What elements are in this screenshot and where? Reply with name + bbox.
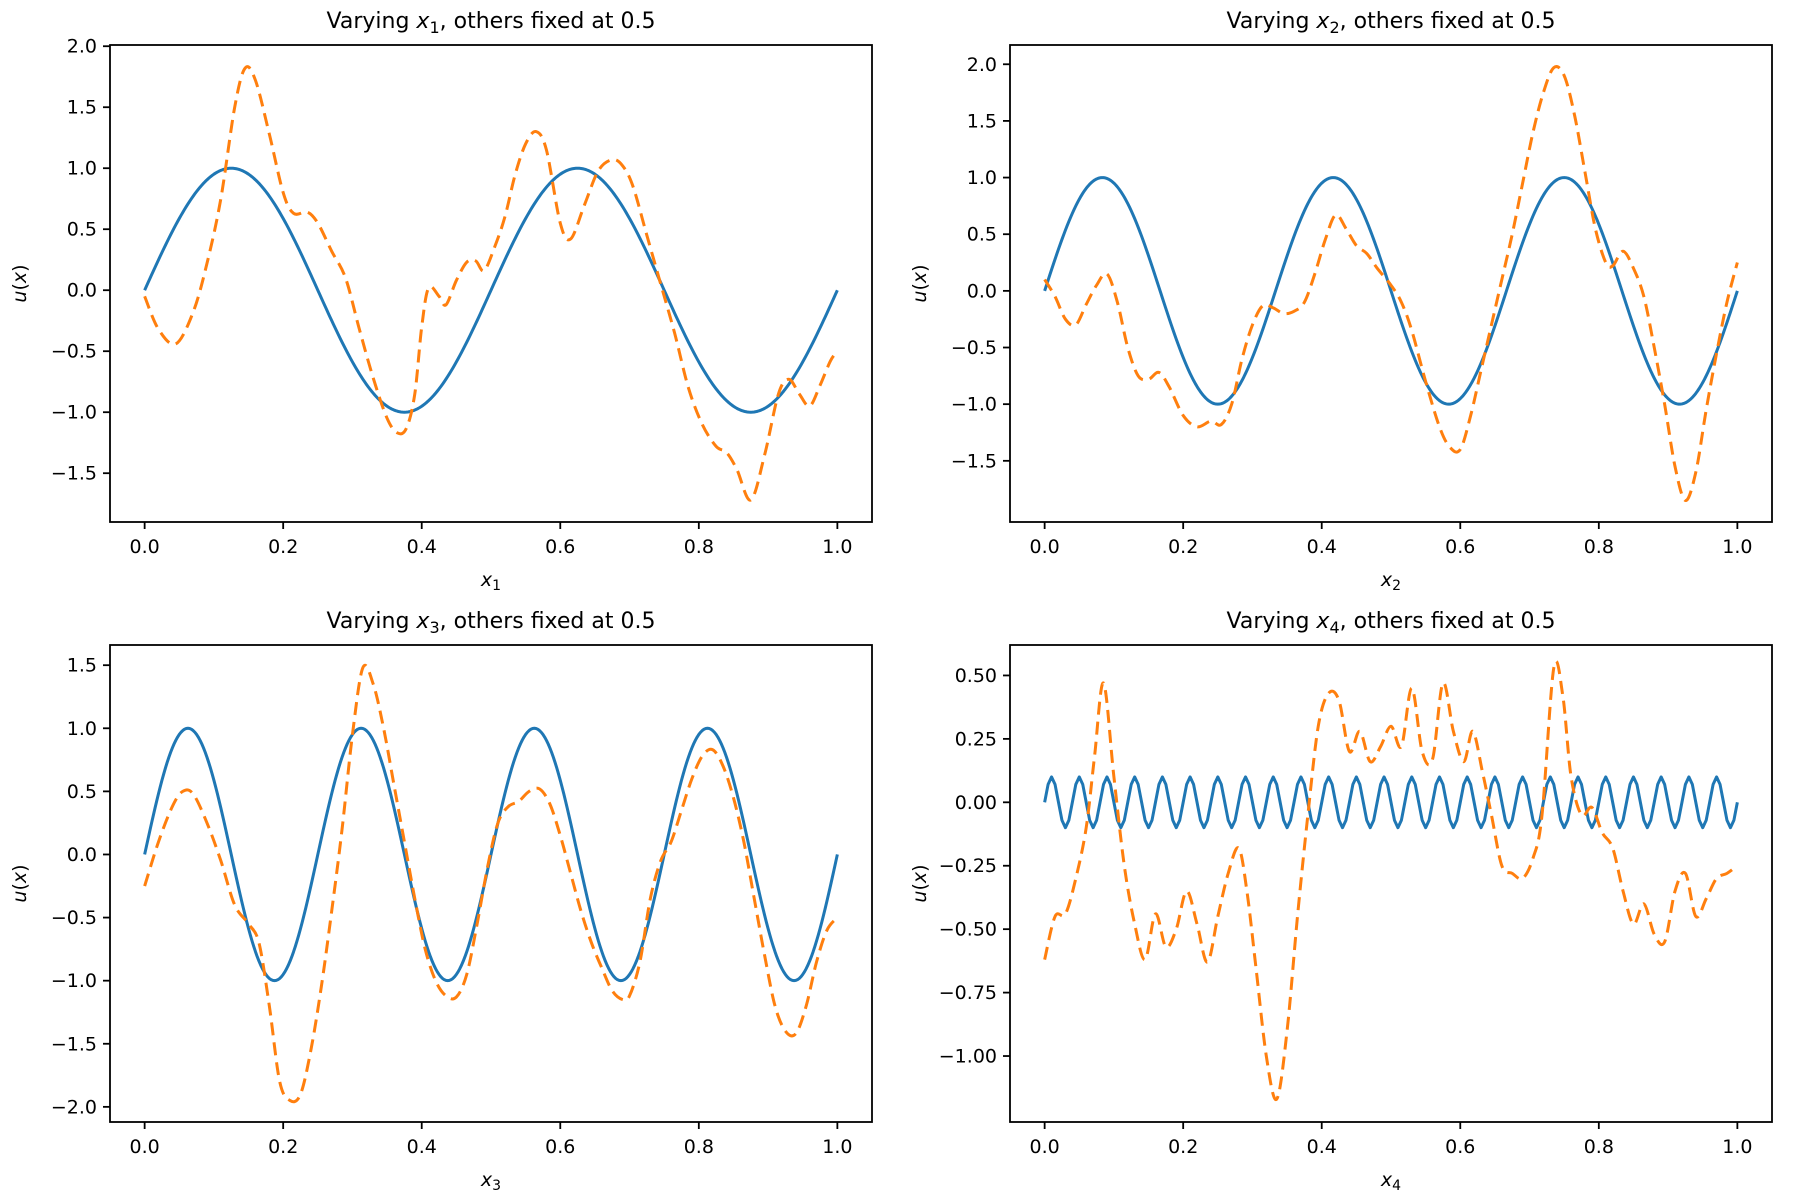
y-tick-label: −0.5 (51, 907, 97, 929)
chart-x3: 0.0 0.2 0.4 0.6 0.8 1.0 −2.0 −1.5 −1.0 −0.5 0.0 0.5… (0, 600, 900, 1200)
series-group (1043, 65, 1739, 502)
y-tick-label: −0.5 (951, 337, 997, 359)
y-tick-label: 0.0 (67, 280, 97, 302)
dashed-orange-line (1043, 65, 1739, 502)
x-tick-label: 0.8 (1584, 536, 1614, 558)
x-tick-label: 0.2 (268, 536, 298, 558)
axes-frame (1009, 44, 1773, 523)
plot-title: Varying x1, others fixed at 0.5 (327, 9, 656, 37)
plot-title: Varying x3, others fixed at 0.5 (327, 609, 656, 637)
x-tick-label: 0.6 (1445, 536, 1475, 558)
solid-blue-line (1043, 176, 1739, 406)
x-tick-label: 0.6 (545, 536, 575, 558)
y-tick-label: 0.5 (67, 219, 97, 241)
y-axis-label: u(x) (909, 864, 931, 902)
x-tick-label: 0.4 (1307, 1136, 1337, 1158)
y-tick-label: −0.25 (939, 855, 997, 877)
y-tick-label: −0.75 (939, 982, 997, 1004)
y-tick-label: −1.5 (51, 463, 97, 485)
y-tick-label: 0.00 (955, 792, 997, 814)
plot-title: Varying x2, others fixed at 0.5 (1227, 9, 1556, 37)
x-tick-label: 0.8 (1584, 1136, 1614, 1158)
dashed-orange-line (143, 65, 839, 502)
y-tick-label: 0.25 (955, 728, 997, 750)
y-tick-label: 0.5 (967, 224, 997, 246)
y-tick-label: −1.0 (51, 970, 97, 992)
tick-group: 0.0 0.2 0.4 0.6 0.8 1.0 −1.5 −1.0 −0.5 0.0 0.5 1.0 1… (51, 36, 853, 558)
y-tick-label: 0.0 (67, 844, 97, 866)
x-axis-label: x3 (480, 1169, 501, 1194)
y-tick-label: 0.50 (955, 665, 997, 687)
x-tick-label: 0.0 (1030, 1136, 1060, 1158)
subplot-x1: 0.0 0.2 0.4 0.6 0.8 1.0 −1.5 −1.0 −0.5 0.0 0.5 1.0 1… (0, 0, 900, 600)
y-tick-label: −1.0 (51, 402, 97, 424)
axes-frame (109, 644, 873, 1123)
subplot-x3: 0.0 0.2 0.4 0.6 0.8 1.0 −2.0 −1.5 −1.0 −0.5 0.0 0.5… (0, 600, 900, 1200)
y-tick-label: 2.0 (67, 36, 97, 58)
y-tick-label: 1.0 (67, 718, 97, 740)
x-axis-label: x2 (1380, 569, 1401, 594)
x-tick-label: 0.2 (1168, 1136, 1198, 1158)
y-tick-label: 0.5 (67, 781, 97, 803)
chart-x4: 0.0 0.2 0.4 0.6 0.8 1.0 −1.00 −0.75 −0.50 −0.25 0.… (900, 600, 1800, 1200)
chart-x1: 0.0 0.2 0.4 0.6 0.8 1.0 −1.5 −1.0 −0.5 0.0 0.5 1.0 1… (0, 0, 900, 600)
y-tick-label: −1.00 (939, 1046, 997, 1068)
x-tick-label: 0.6 (1445, 1136, 1475, 1158)
x-tick-label: 1.0 (822, 536, 852, 558)
y-axis-label: u(x) (9, 264, 31, 302)
x-tick-label: 0.2 (268, 1136, 298, 1158)
y-tick-label: 1.5 (67, 655, 97, 677)
y-tick-label: −0.50 (939, 919, 997, 941)
x-tick-label: 0.4 (407, 1136, 437, 1158)
dashed-orange-line (1043, 659, 1739, 1101)
x-tick-label: 0.4 (407, 536, 437, 558)
tick-group: 0.0 0.2 0.4 0.6 0.8 1.0 −1.5 −1.0 −0.5 0.0 0.5 1.0 1… (951, 54, 1753, 558)
plot-background (900, 0, 1800, 600)
y-tick-label: 1.5 (967, 110, 997, 132)
y-axis-label: u(x) (909, 264, 931, 302)
x-tick-label: 1.0 (1722, 536, 1752, 558)
series-group (143, 65, 839, 502)
y-tick-label: −1.5 (51, 1033, 97, 1055)
y-axis-label: u(x) (9, 864, 31, 902)
x-tick-label: 0.0 (130, 1136, 160, 1158)
x-axis-label: x4 (1380, 1169, 1401, 1194)
solid-blue-line (143, 166, 839, 414)
y-tick-label: −1.0 (951, 394, 997, 416)
x-tick-label: 1.0 (1722, 1136, 1752, 1158)
y-tick-label: 2.0 (967, 54, 997, 76)
x-axis-label: x1 (480, 569, 501, 594)
chart-x2: 0.0 0.2 0.4 0.6 0.8 1.0 −1.5 −1.0 −0.5 0.0 0.5 1.0 1… (900, 0, 1800, 600)
subplot-x2: 0.0 0.2 0.4 0.6 0.8 1.0 −1.5 −1.0 −0.5 0.0 0.5 1.0 1… (900, 0, 1800, 600)
tick-group: 0.0 0.2 0.4 0.6 0.8 1.0 −1.00 −0.75 −0.50 −0.25 0.… (939, 665, 1753, 1158)
subplot-x4: 0.0 0.2 0.4 0.6 0.8 1.0 −1.00 −0.75 −0.50 −0.25 0.… (900, 600, 1800, 1200)
solid-blue-line (1043, 775, 1739, 830)
y-tick-label: 0.0 (967, 280, 997, 302)
y-tick-label: −1.5 (951, 450, 997, 472)
x-tick-label: 0.4 (1307, 536, 1337, 558)
x-tick-label: 0.0 (130, 536, 160, 558)
x-tick-label: 1.0 (822, 1136, 852, 1158)
plot-background (900, 600, 1800, 1200)
x-tick-label: 0.2 (1168, 536, 1198, 558)
tick-group: 0.0 0.2 0.4 0.6 0.8 1.0 −2.0 −1.5 −1.0 −0.5 0.0 0.5… (51, 655, 853, 1158)
y-tick-label: 1.0 (67, 158, 97, 180)
y-tick-label: −0.5 (51, 341, 97, 363)
x-tick-label: 0.0 (1030, 536, 1060, 558)
plot-title: Varying x4, others fixed at 0.5 (1227, 609, 1556, 637)
dashed-orange-line (143, 663, 839, 1104)
x-tick-label: 0.6 (545, 1136, 575, 1158)
series-group (1043, 659, 1739, 1101)
plot-background (0, 600, 900, 1200)
axes-frame (109, 44, 873, 523)
x-tick-label: 0.8 (684, 1136, 714, 1158)
y-tick-label: −2.0 (51, 1096, 97, 1118)
solid-blue-line (143, 726, 839, 983)
axes-frame (1009, 644, 1773, 1123)
y-tick-label: 1.0 (967, 167, 997, 189)
x-tick-label: 0.8 (684, 536, 714, 558)
y-tick-label: 1.5 (67, 97, 97, 119)
series-group (143, 663, 839, 1104)
